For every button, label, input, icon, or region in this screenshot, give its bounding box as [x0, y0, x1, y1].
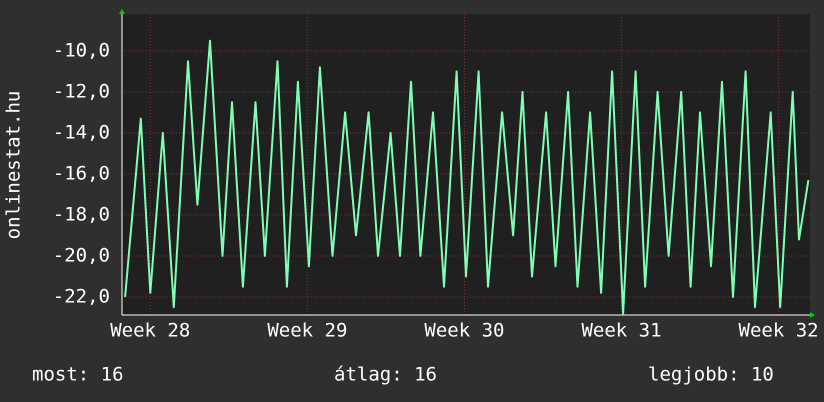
x-tick-label: Week 30 — [424, 320, 504, 342]
footer-average: átlag: 16 — [334, 364, 437, 386]
y-axis-label: onlinestat.hu — [3, 91, 25, 240]
y-tick-label: -10,0 — [53, 39, 110, 61]
x-tick-label: Week 31 — [581, 320, 661, 342]
x-tick-label: Week 29 — [267, 320, 347, 342]
x-tick-label: Week 28 — [110, 320, 190, 342]
x-tick-label: Week 32 — [739, 320, 819, 342]
axis-arrow — [119, 9, 125, 14]
y-tick-label: -18,0 — [53, 203, 110, 225]
y-tick-label: -14,0 — [53, 121, 110, 143]
data-line — [124, 39, 810, 315]
y-tick-label: -12,0 — [53, 80, 110, 102]
y-tick-label: -22,0 — [53, 285, 110, 307]
y-tick-label: -20,0 — [53, 244, 110, 266]
footer-max: legjobb: 10 — [648, 364, 774, 386]
axis-arrow — [810, 312, 815, 318]
y-tick-label: -16,0 — [53, 162, 110, 184]
footer-current: most: 16 — [32, 364, 124, 386]
